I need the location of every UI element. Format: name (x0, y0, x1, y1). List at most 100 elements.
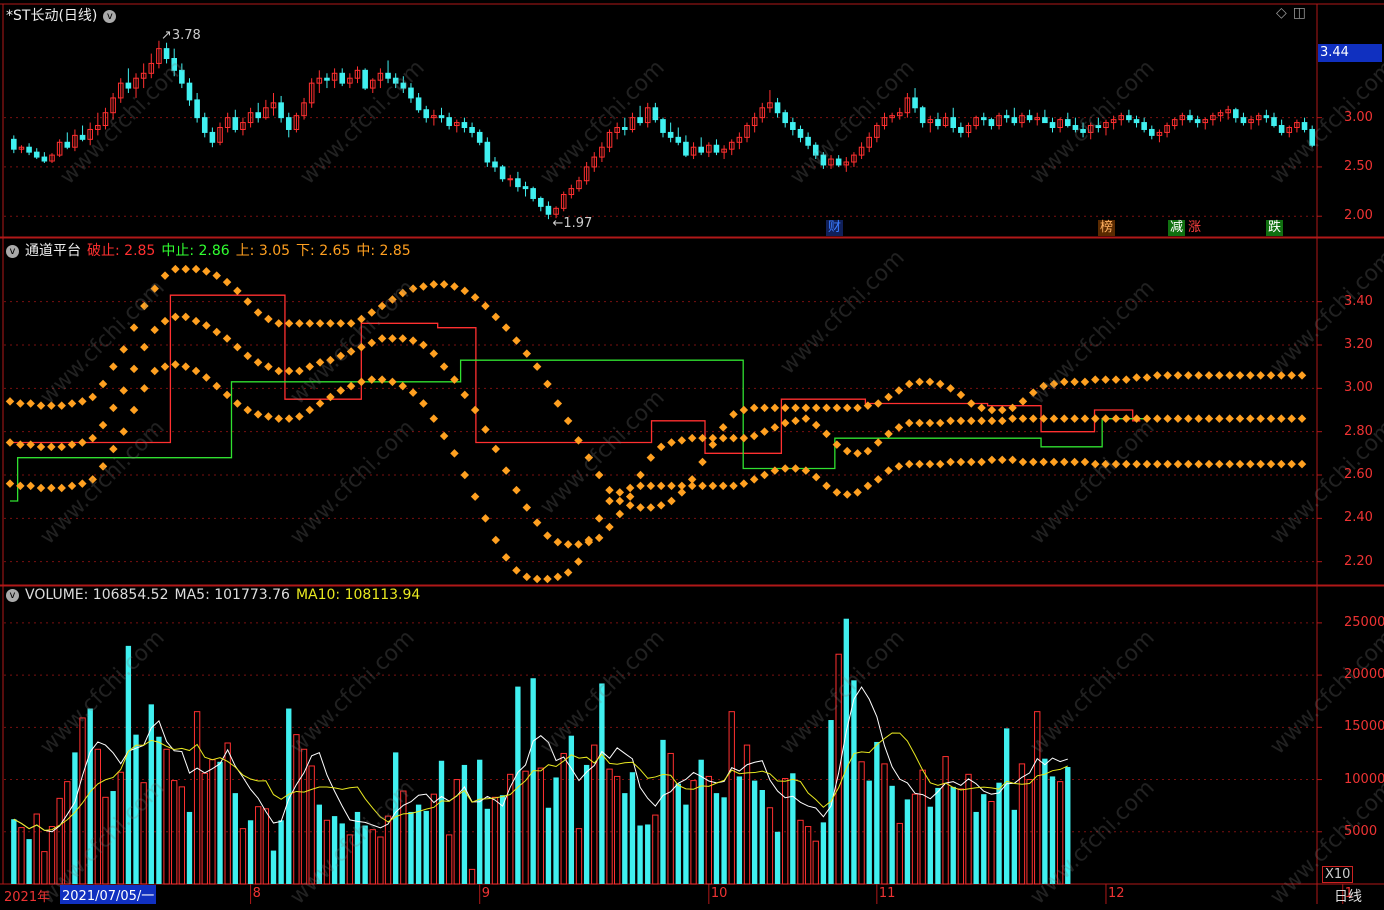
candle-body (438, 115, 445, 119)
candle-body (713, 144, 720, 153)
channel-dot-中 (904, 418, 914, 428)
candle-body (919, 107, 926, 124)
channel-dot-上 (181, 264, 190, 274)
collapse-icon[interactable]: v (6, 244, 19, 258)
volume-bar (79, 717, 86, 885)
channel-dot-中 (842, 446, 852, 456)
channel-dot-中 (1039, 414, 1048, 423)
candle-body (240, 122, 246, 130)
channel-y-tick-label: 3.20 (1344, 337, 1373, 352)
candle-body (980, 117, 987, 121)
volume-values: VOLUME: 106854.52 MA5: 101773.76 MA10: 108… (25, 587, 426, 603)
candle-body (759, 107, 766, 119)
channel-dot-下 (977, 457, 986, 467)
channel-dot-中 (1008, 414, 1017, 423)
event-badge[interactable]: 财 (826, 220, 844, 236)
candle-body (339, 72, 346, 84)
volume-bar (591, 744, 598, 885)
stock-title: *ST长动(日线) (6, 8, 98, 24)
channel-dot-下 (512, 566, 521, 575)
candle-body (1240, 117, 1247, 124)
channel-dot-上 (88, 392, 97, 402)
channel-dot-下 (998, 455, 1007, 465)
channel-dot-中 (760, 427, 769, 436)
candle-body (293, 115, 300, 130)
volume-bar (1056, 781, 1064, 885)
event-badge[interactable]: 跌 (1266, 220, 1284, 236)
channel-dot-中 (274, 366, 283, 376)
candle-body (1156, 131, 1163, 136)
channel-dot-上 (832, 403, 842, 413)
diamond-icon[interactable]: ◇ (1276, 5, 1287, 21)
channel-dot-中 (408, 336, 418, 345)
channel-dot-下 (243, 405, 252, 415)
channel-dot-下 (1091, 459, 1100, 469)
candle-body (446, 117, 452, 127)
channel-dot-中 (563, 540, 573, 549)
candle-body (599, 146, 605, 158)
candle-body (1225, 109, 1231, 114)
candle-body (362, 69, 368, 89)
channel-dot-下 (615, 488, 625, 497)
volume-bar (1011, 809, 1017, 884)
channel-dot-下 (729, 481, 738, 491)
candle-body (1171, 119, 1178, 127)
candle-body (492, 161, 498, 168)
channel-dot-下 (1153, 459, 1162, 469)
channel-dot-中 (780, 418, 790, 428)
volume-bar (484, 808, 491, 884)
volume-bar (56, 797, 63, 885)
dropdown-icon[interactable]: v (103, 9, 117, 23)
volume-bar (874, 741, 880, 884)
candle-body (1255, 115, 1262, 121)
event-badge[interactable]: 涨 (1186, 220, 1204, 236)
restore-icon[interactable]: ◫ (1292, 5, 1307, 21)
volume-bar (851, 680, 857, 884)
volume-bar (1026, 779, 1033, 885)
volume-y-tick-label: 10000 (1344, 771, 1384, 787)
channel-dot-下 (1204, 459, 1214, 469)
channel-dot-下 (698, 481, 707, 491)
channel-dot-中 (233, 342, 242, 352)
channel-dot-上 (357, 314, 366, 324)
channel-dot-中 (1173, 414, 1183, 423)
channel-dot-中 (791, 416, 800, 426)
channel-dot-上 (346, 319, 356, 328)
channel-dot-下 (191, 366, 201, 376)
channel-dot-上 (305, 319, 314, 328)
candle-body (965, 125, 972, 133)
channel-dot-上 (129, 323, 139, 332)
volume-bar (942, 756, 949, 885)
volume-bar (201, 772, 208, 885)
channel-dot-上 (491, 312, 501, 322)
channel-dot-中 (36, 442, 46, 452)
volume-bar (881, 763, 888, 885)
channel-dot-中 (987, 416, 997, 426)
volume-bar (461, 764, 468, 884)
candle-body (1271, 117, 1277, 127)
volume-bar (515, 686, 521, 884)
candle-body (431, 115, 437, 119)
channel-dot-中 (160, 316, 170, 326)
channel-dot-下 (202, 373, 211, 382)
volume-multiplier: X10 (1322, 866, 1354, 883)
candle-body (553, 207, 559, 215)
candle-body (843, 161, 850, 166)
channel-dot-下 (109, 444, 118, 454)
event-badge[interactable]: 榜 (1098, 220, 1116, 236)
volume-bar (667, 752, 674, 885)
collapse-icon[interactable]: v (6, 588, 19, 602)
event-badge[interactable]: 减 (1168, 220, 1186, 236)
volume-bar (148, 704, 154, 884)
candle-body (942, 117, 949, 127)
candle-body (476, 131, 483, 143)
channel-dot-下 (1039, 457, 1048, 467)
channel-dot-下 (57, 483, 66, 493)
volume-bar (973, 811, 979, 884)
channel-dot-中 (749, 431, 759, 441)
channel-dot-上 (1018, 397, 1028, 406)
channel-dot-下 (119, 427, 128, 436)
candle-body (1072, 125, 1079, 130)
channel-dot-中 (832, 440, 842, 449)
